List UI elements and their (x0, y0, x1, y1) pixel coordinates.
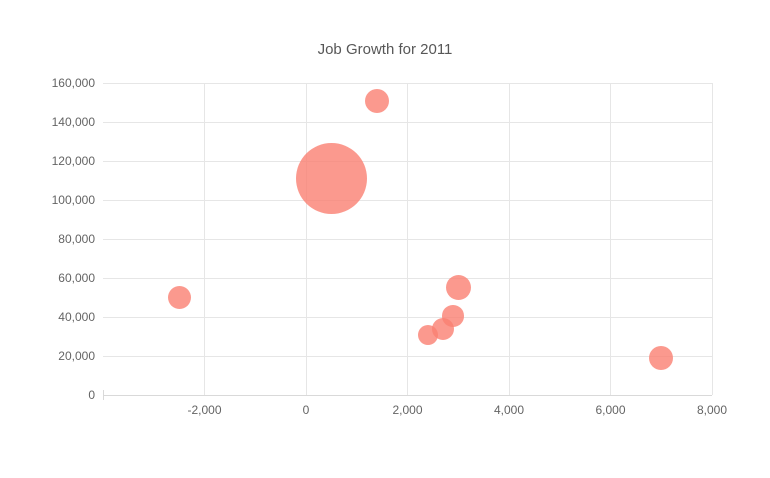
y-axis-tick-label: 80,000 (58, 232, 95, 246)
bubble[interactable] (295, 143, 367, 215)
bubble[interactable] (442, 305, 464, 327)
chart-title: Job Growth for 2011 (317, 41, 453, 58)
gridline-x-6000 (610, 83, 611, 395)
y-axis-tick-label: 120,000 (51, 154, 95, 168)
x-axis-tick-label: 4,000 (493, 403, 525, 417)
bubble[interactable] (445, 275, 471, 301)
y-axis-tick-label: 60,000 (58, 271, 95, 285)
gridline-x-4000 (508, 83, 510, 395)
x-axis-tick-label: 8,000 (696, 403, 728, 417)
gridline-y-0 (103, 394, 712, 396)
bubble[interactable] (167, 286, 191, 309)
x-axis-tick-label: 0 (302, 403, 310, 417)
y-axis-tick-label: 100,000 (51, 193, 95, 207)
gridline-x-8000 (711, 83, 713, 395)
y-axis-tick-label: 40,000 (58, 310, 95, 324)
gridline-x-0 (305, 83, 307, 395)
gridline-x--2000 (204, 83, 205, 395)
y-axis-tick-label: 160,000 (51, 76, 95, 90)
y-axis-tick-label: 0 (88, 388, 95, 402)
bubble[interactable] (365, 88, 390, 113)
plot-area (103, 82, 713, 396)
gridline-x-2000 (407, 83, 408, 395)
y-axis-tick-label: 20,000 (58, 349, 95, 363)
x-axis-tick-label: 6,000 (595, 403, 626, 417)
bubble[interactable] (649, 345, 674, 370)
x-axis-tick-label: 2,000 (392, 403, 423, 417)
x-axis-tick-label: -2,000 (187, 403, 222, 417)
y-axis-tick-label: 140,000 (51, 115, 95, 129)
axis-edge-tick (103, 390, 104, 400)
